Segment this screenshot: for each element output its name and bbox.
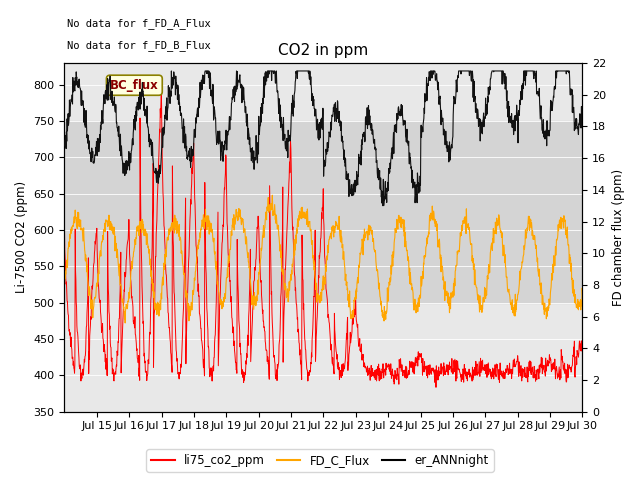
Y-axis label: Li-7500 CO2 (ppm): Li-7500 CO2 (ppm): [15, 181, 28, 293]
Text: BC_flux: BC_flux: [110, 79, 159, 92]
Text: No data for f_FD_B_Flux: No data for f_FD_B_Flux: [67, 40, 211, 51]
Legend: li75_co2_ppm, FD_C_Flux, er_ANNnight: li75_co2_ppm, FD_C_Flux, er_ANNnight: [146, 449, 494, 472]
Y-axis label: FD chamber flux (ppm): FD chamber flux (ppm): [612, 169, 625, 306]
Bar: [65, 121, 582, 303]
Text: No data for f_FD_A_Flux: No data for f_FD_A_Flux: [67, 18, 211, 29]
Title: CO2 in ppm: CO2 in ppm: [278, 43, 369, 58]
